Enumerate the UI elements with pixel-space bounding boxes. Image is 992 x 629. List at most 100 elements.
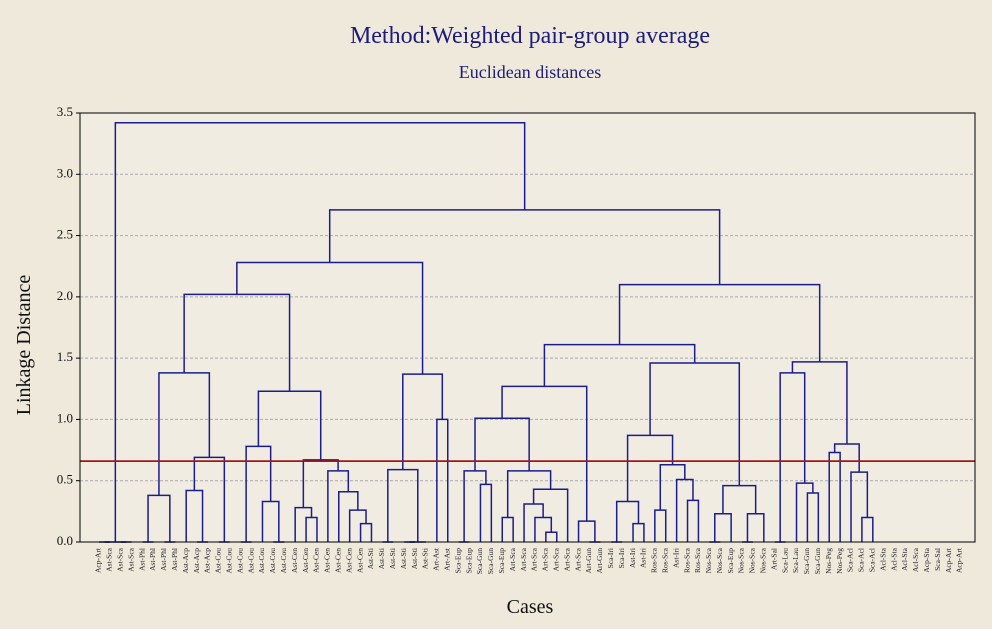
leaf-label: Sca-Gun [486,548,495,574]
leaf-label: Ast-Sti [410,548,419,569]
leaf-label: Sca-Acl [846,548,855,572]
leaf-label: Nos-Sca [704,547,713,573]
leaf-label: Ast-Cen [323,548,332,573]
leaf-label: Ast-Sca [105,547,114,571]
link [506,470,552,518]
chart-subtitle: Euclidean distances [459,62,601,82]
link [327,470,350,542]
link [534,516,553,542]
leaf-label: Ast-Acp [181,548,190,574]
leaf-label: Ast-Cen [301,548,310,573]
link [501,516,514,542]
leaf-label: Sca-Lau [780,548,789,573]
leaf-label: Sca-Lau [791,548,800,573]
link [193,456,226,542]
link [795,482,814,542]
leaf-label: Ast-Cou [246,548,255,574]
leaf-label: Ast-Cen [290,548,299,573]
leaf-label: Acp-Art [944,547,953,573]
y-tick-label: 1.0 [57,410,73,425]
leaf-label: Ast-Cou [279,548,288,574]
leaf-label: Sca-Eup [464,548,473,574]
y-tick-label: 2.5 [57,227,73,242]
leaf-label: Ast-Cen [312,548,321,573]
leaf-label: Art-Sca [508,547,517,571]
link [474,417,530,471]
leaf-label: Acp-Sta [922,547,931,572]
y-tick-label: 0.0 [57,533,73,548]
y-tick-label: 3.0 [57,165,73,180]
leaf-label: Nos-Sca [715,547,724,573]
y-tick-label: 1.5 [57,349,73,364]
leaf-label: Sca-Gun [813,548,822,574]
y-axis-label: Linkage Distance [13,275,35,416]
leaf-label: Acl-Sta [878,547,887,571]
link [861,516,874,542]
leaf-label: Art-Sca [551,547,560,571]
link [746,513,765,542]
leaf-label: Ast-Phl [148,548,157,571]
leaf-label: Sca-Eup [497,548,506,574]
leaf-label: Ros-Sca [650,547,659,573]
link [338,490,359,542]
leaf-label: Nos-Sca [748,547,757,573]
leaf-label: Ast-Cen [355,548,364,573]
leaf-label: Art-Sca [541,547,550,571]
leaf-label: Sca-Eup [726,548,735,574]
leaf-label: Ast-Phl [137,548,146,571]
link [649,362,741,486]
leaf-label: Art-Sca [530,547,539,571]
leaf-label: Nos-Peg [824,548,833,574]
leaf-label: Art-Sal [769,548,778,570]
link [577,520,596,542]
leaf-label: Acl-Sta [900,547,909,571]
leaf-label: Ast-Cou [214,548,223,574]
link [828,451,841,542]
y-tick-label: 3.5 [57,104,73,119]
link [626,434,674,502]
leaf-label: Art-Ast [432,547,441,571]
leaf-label: Acl-Sca [911,547,920,572]
link [523,503,544,542]
leaf-label: Acp-Art [94,547,103,573]
leaf-label: Nos-Sca [759,547,768,573]
chart-title: Method:Weighted pair-group average [350,23,710,49]
leaf-label: Ast-Cou [225,548,234,574]
leaf-label: Ast-Sti [377,548,386,569]
leaf-label: Sca-Iri [617,548,626,568]
leaf-label: Art-Ast [442,547,451,571]
y-tick-label: 2.0 [57,288,73,303]
link [114,122,526,542]
leaf-label: Ast-Acp [192,548,201,574]
leaf-label: Sca-Gun [475,548,484,574]
leaf-label: Art-Gun [584,548,593,574]
leaf-label: Ast-Cou [257,548,266,574]
plot-frame [79,112,976,543]
x-axis-label: Cases [507,596,554,618]
leaf-label: Ros-Sca [693,547,702,573]
leaf-label: Ast-Acp [203,548,212,574]
leaf-label: Ast-Sti [388,548,397,569]
leaf-label: Ros-Sca [660,547,669,573]
leaf-label: Art-Sca [519,547,528,571]
link [436,418,449,542]
leaf-label: Ast-Sti [421,548,430,569]
leaf-label: Acp-Art [955,547,964,573]
leaf-label: Sca-Gun [802,548,811,574]
y-tick-label: 0.5 [57,472,73,487]
leaf-label: Ast-Iri [639,548,648,568]
leaf-label: Ast-Sti [366,548,375,569]
link [686,499,700,542]
leaf-label: Sca-Acl [857,548,866,572]
leaf-label: Ros-Sca [682,547,691,573]
leaf-label: Sca-Acl [868,548,877,572]
link [305,516,318,542]
leaf-label: Ast-Sca [126,547,135,571]
leaf-label: Art-Sca [573,547,582,571]
link [387,468,419,542]
leaf-label: Ast-Cen [333,548,342,573]
leaf-label: Ast-Phl [159,548,168,571]
leaf-label: Ast-Cen [344,548,353,573]
